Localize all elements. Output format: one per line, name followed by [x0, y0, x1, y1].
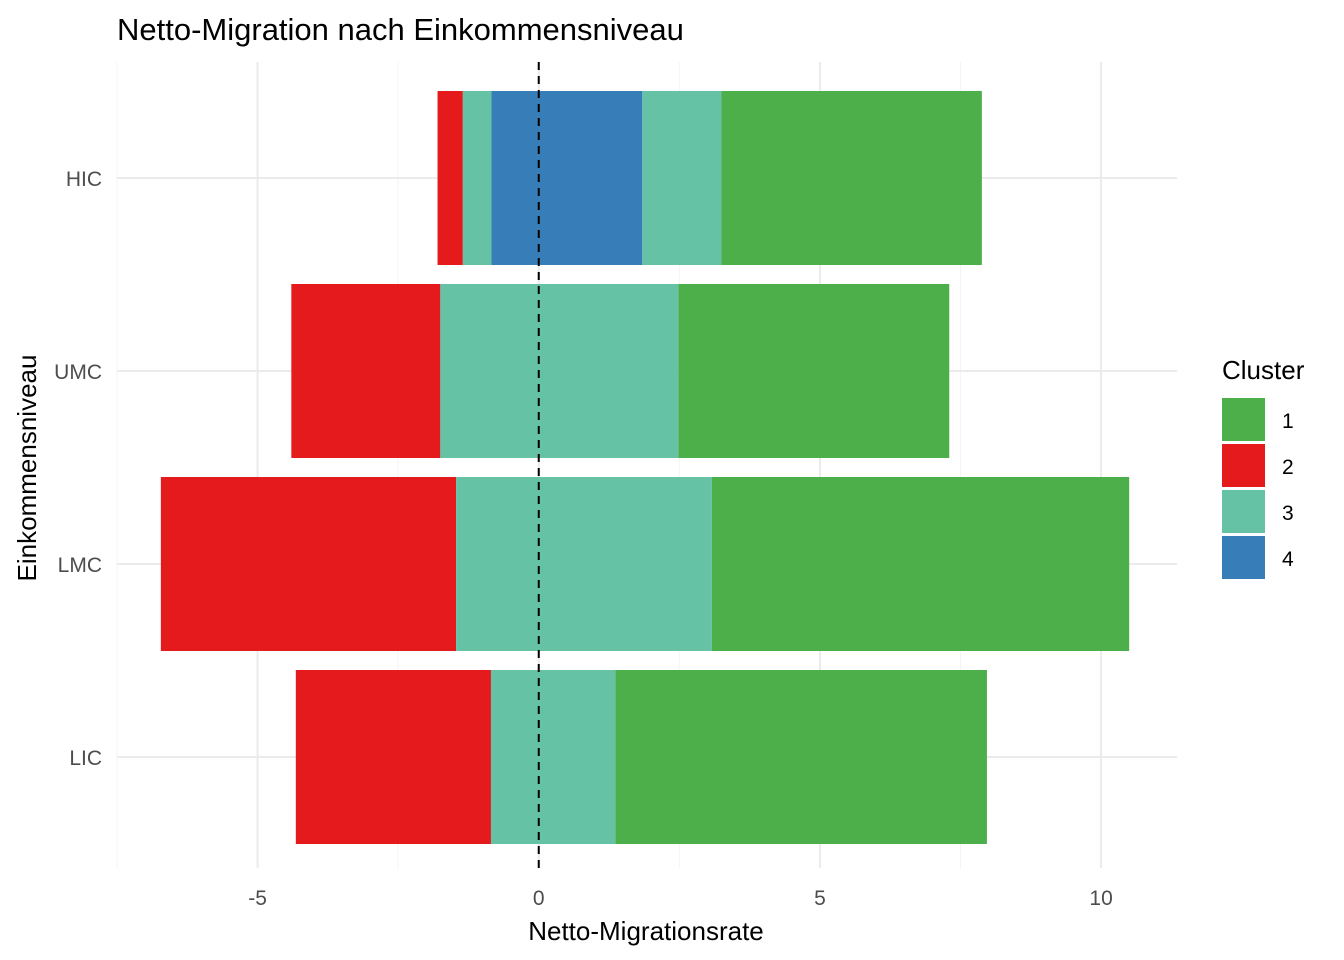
y-tick-label: LIC [69, 747, 102, 770]
bar-segment-cluster-3-hic [462, 91, 492, 265]
legend-label-2: 2 [1282, 456, 1294, 479]
bar-segment-cluster-1-lmc [711, 477, 1130, 651]
bar-segment-cluster-1-hic [721, 91, 982, 265]
legend-label-3: 3 [1282, 502, 1294, 525]
y-axis-ticks: HIC UMC LMC LIC [54, 168, 102, 770]
legend-swatch-3 [1222, 490, 1265, 533]
bar-segment-cluster-1-lic [615, 670, 987, 844]
bar-segment-cluster-2-hic [437, 91, 463, 265]
bar-segment-cluster-1-umc [678, 284, 950, 458]
x-tick-label: -5 [248, 887, 267, 910]
bar-segment-cluster-2-umc [291, 284, 441, 458]
chart-title: Netto-Migration nach Einkommensniveau [117, 12, 684, 47]
legend: Cluster 1 2 3 4 [1222, 355, 1305, 579]
legend-label-1: 1 [1282, 410, 1294, 433]
x-tick-label: 5 [814, 887, 826, 910]
legend-label-4: 4 [1282, 548, 1294, 571]
bars [160, 91, 1130, 844]
x-tick-label: 10 [1089, 887, 1112, 910]
bar-segment-cluster-2-lic [295, 670, 491, 844]
bar-segment-cluster-3-lic [490, 670, 616, 844]
legend-title: Cluster [1222, 355, 1305, 385]
x-axis-ticks: -5 0 5 10 [248, 887, 1113, 910]
bar-segment-cluster-3-hic [642, 91, 722, 265]
y-tick-label: UMC [54, 361, 102, 384]
legend-swatch-1 [1222, 398, 1265, 441]
x-axis-title: Netto-Migrationsrate [528, 916, 764, 946]
bar-segment-cluster-4-hic [491, 91, 643, 265]
x-tick-label: 0 [533, 887, 545, 910]
bar-segment-cluster-3-umc [440, 284, 679, 458]
bar-segment-cluster-3-lmc [456, 477, 712, 651]
y-tick-label: LMC [58, 554, 102, 577]
bar-segment-cluster-2-lmc [160, 477, 457, 651]
y-tick-label: HIC [66, 168, 102, 191]
y-axis-title: Einkommensniveau [12, 355, 42, 582]
legend-swatch-4 [1222, 536, 1265, 579]
legend-swatch-2 [1222, 444, 1265, 487]
